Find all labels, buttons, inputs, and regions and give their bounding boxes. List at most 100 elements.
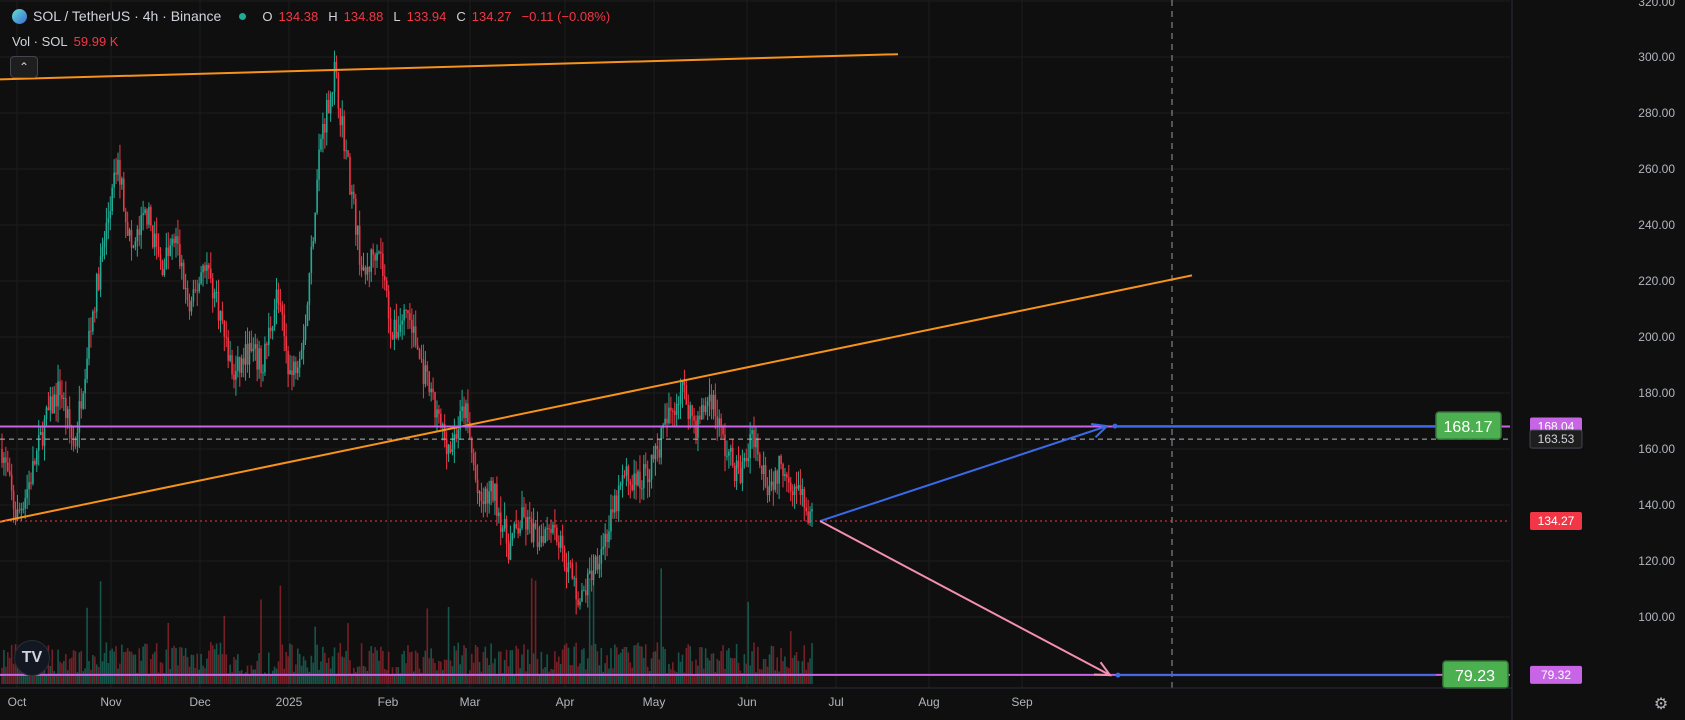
candle-body: [793, 486, 796, 496]
candle-body: [492, 480, 494, 501]
volume-bar: [206, 658, 208, 684]
volume-bar: [383, 668, 386, 684]
volume-bar: [625, 646, 628, 684]
volume-bar: [165, 649, 168, 684]
candle-body: [22, 508, 25, 510]
target-badge: 79.23: [1442, 660, 1509, 689]
candle-body: [412, 326, 415, 333]
candle-body: [76, 432, 79, 446]
volume-bar: [592, 579, 595, 684]
candle-body: [478, 491, 481, 494]
volume-bar: [579, 663, 581, 684]
candle-body: [354, 198, 357, 235]
candle-body: [74, 445, 77, 447]
collapse-legend-button[interactable]: ⌃: [10, 56, 38, 78]
candle-body: [233, 374, 235, 380]
candle-body: [295, 361, 297, 374]
volume-bar: [74, 651, 77, 684]
settings-button[interactable]: ⚙: [1650, 693, 1672, 715]
price-tick-label: 240.00: [1638, 218, 1675, 232]
volume-bar: [708, 660, 711, 684]
price-axis-badge: 134.27: [1530, 512, 1582, 531]
tradingview-logo[interactable]: TV: [14, 640, 50, 676]
candle-body: [231, 355, 233, 375]
candle-body: [14, 508, 17, 521]
volume-bar: [772, 646, 775, 684]
candles-group: [1, 50, 813, 615]
volume-bar: [457, 642, 460, 684]
volume-bar: [200, 653, 202, 684]
candle-body: [577, 599, 579, 606]
volume-bar: [180, 647, 183, 684]
volume-bar: [329, 668, 332, 684]
volume-bar: [633, 645, 635, 684]
candle-body: [424, 365, 427, 385]
candle-body: [451, 449, 454, 452]
volume-bar: [670, 669, 672, 684]
volume-bar: [443, 659, 446, 684]
volume-bar: [581, 649, 583, 684]
volume-bar: [277, 661, 280, 684]
volume-bar: [115, 646, 117, 684]
volume-bar: [298, 653, 301, 684]
candle-body: [333, 61, 336, 93]
candle-body: [55, 394, 57, 407]
candle-body: [213, 292, 216, 299]
volume-bar: [447, 606, 450, 684]
volume-label[interactable]: Vol · SOL: [12, 34, 68, 49]
volume-bar: [675, 672, 678, 684]
candle-body: [598, 563, 601, 570]
volume-bar: [339, 643, 342, 684]
volume-bar: [63, 660, 65, 684]
volume-bar: [368, 650, 371, 684]
volume-bar: [186, 657, 189, 684]
volume-bar: [515, 645, 518, 684]
open-value: 134.38: [278, 8, 319, 24]
volume-bar: [380, 646, 382, 684]
candle-body: [470, 439, 473, 453]
volume-bar: [167, 622, 170, 684]
candle-body: [643, 464, 645, 489]
candle-body: [714, 394, 717, 417]
candle-body: [80, 401, 83, 409]
volume-bar: [498, 651, 500, 684]
candle-body: [751, 430, 753, 435]
volume-bar: [64, 654, 67, 684]
volume-bar: [416, 652, 419, 684]
candle-body: [126, 222, 129, 236]
symbol-title[interactable]: SOL / TetherUS · 4h · Binance: [33, 8, 222, 24]
volume-bar: [438, 660, 440, 684]
candle-body: [652, 454, 655, 460]
candle-body: [90, 330, 92, 332]
candle-body: [383, 276, 386, 281]
candle-body: [238, 356, 241, 373]
volume-bar: [664, 649, 666, 684]
volume-bar: [372, 653, 374, 684]
price-tick-label: 280.00: [1638, 106, 1675, 120]
candle-body: [658, 449, 661, 458]
candle-body: [70, 427, 73, 439]
volume-bar: [490, 643, 492, 684]
candle-body: [534, 523, 537, 528]
candle-body: [766, 486, 769, 496]
candle-body: [250, 343, 253, 352]
candle-body: [625, 466, 628, 476]
volume-bar: [588, 578, 591, 684]
volume-bar: [331, 656, 334, 684]
volume-bar: [382, 650, 384, 684]
volume-bar: [809, 658, 811, 684]
volume-bar: [461, 655, 463, 684]
time-tick-label: Feb: [378, 695, 399, 709]
candle-body: [428, 371, 431, 393]
volume-bar: [791, 658, 794, 684]
price-tick-label: 160.00: [1638, 442, 1675, 456]
volume-bar: [66, 670, 69, 684]
candle-body: [548, 528, 550, 530]
candle-body: [175, 236, 177, 244]
volume-bar: [440, 661, 442, 684]
volume-bar: [503, 660, 506, 684]
candle-body: [10, 474, 13, 491]
volume-bar: [130, 651, 133, 684]
candle-body: [266, 343, 268, 346]
